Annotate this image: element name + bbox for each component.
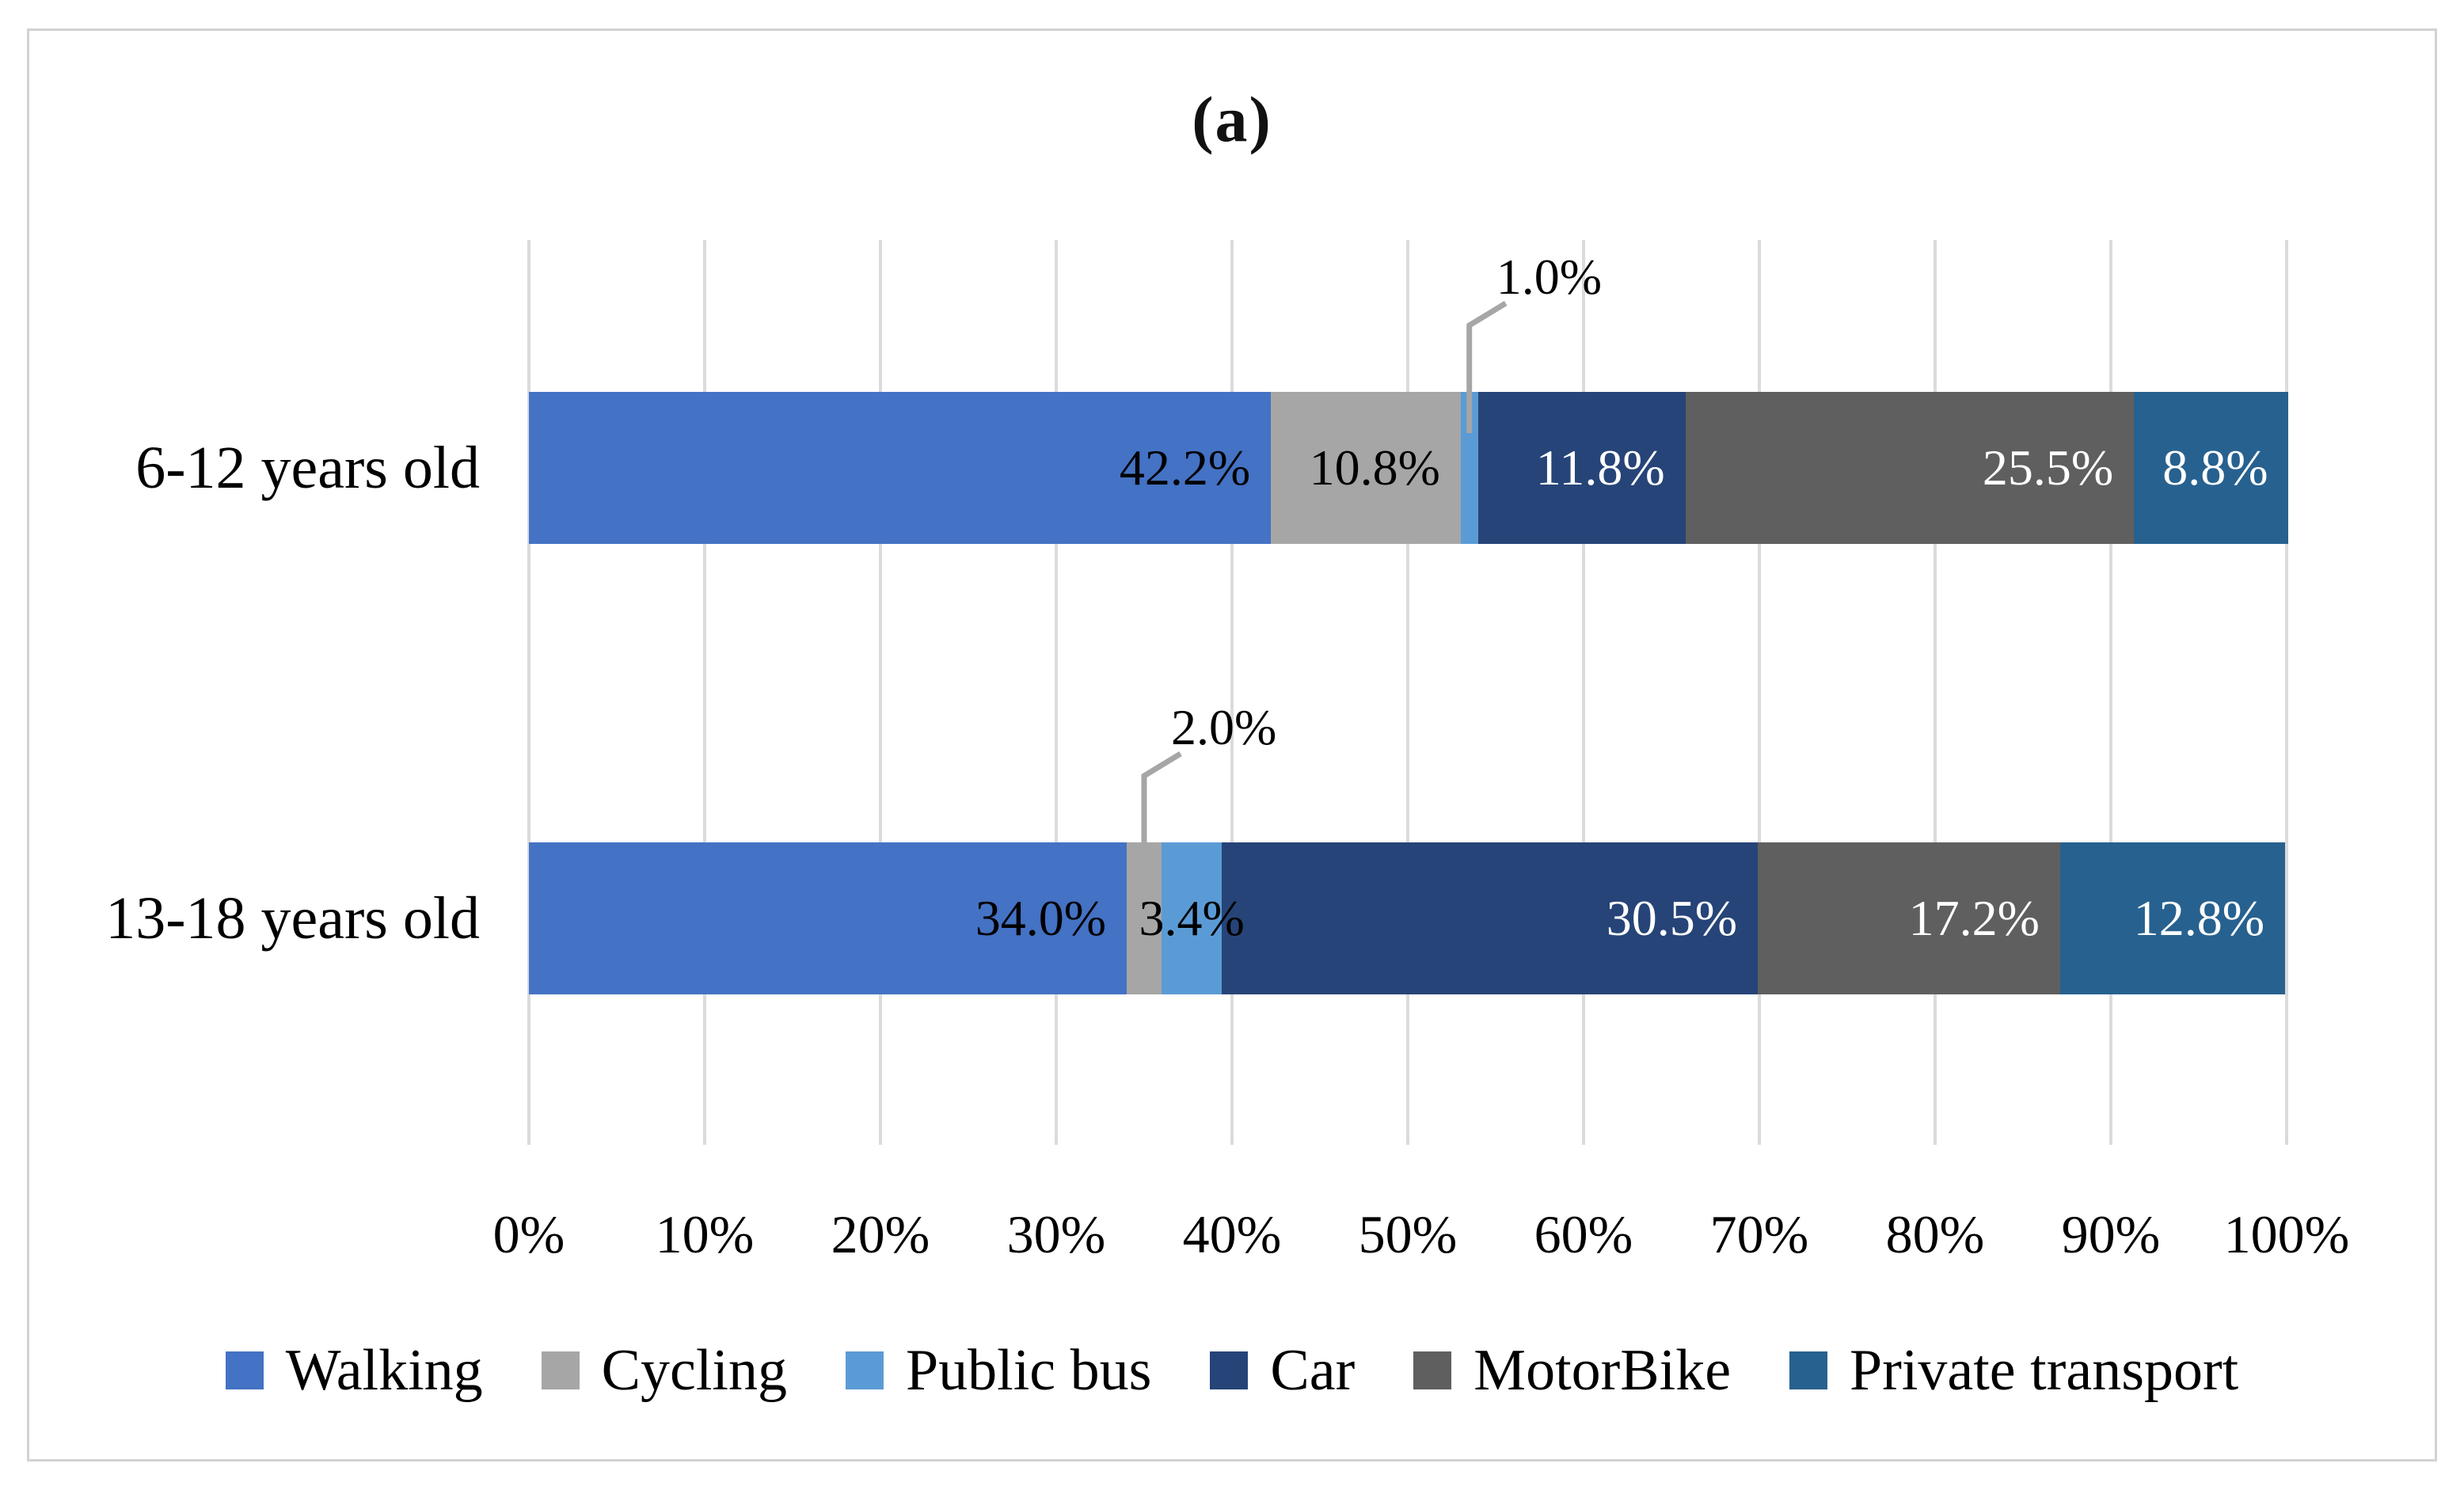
gridline [1406, 240, 1409, 1145]
legend-label: Private transport [1850, 1338, 2239, 1403]
bar-segment-private-transport [2059, 842, 2285, 994]
gridline [527, 240, 530, 1145]
bar-segment-walking [529, 392, 1271, 544]
data-label-walking: 42.2% [1119, 439, 1251, 496]
legend-item-walking: Walking [225, 1338, 483, 1403]
legend-swatch-car [1210, 1351, 1249, 1389]
legend-item-public-bus: Public bus [846, 1341, 1151, 1400]
legend-item-private-transport: Private transport [1789, 1341, 2238, 1400]
legend-swatch-public-bus [846, 1351, 884, 1389]
x-axis-tick: 100% [2223, 1204, 2350, 1264]
bar-segment-motorbike [1757, 842, 2060, 994]
data-label-cycling: 10.8% [1309, 439, 1440, 496]
x-axis-tick: 50% [1358, 1204, 1458, 1264]
bar-segment-private-transport [2133, 392, 2289, 544]
x-axis-tick: 0% [492, 1204, 565, 1264]
callout-label-cycling: 2.0% [1171, 699, 1277, 755]
x-axis-tick: 30% [1006, 1204, 1106, 1264]
legend-label: MotorBike [1473, 1338, 1732, 1403]
data-label-private-transport: 8.8% [2162, 439, 2268, 496]
bar-segment-car [1221, 842, 1758, 994]
legend-item-car: Car [1210, 1341, 1355, 1400]
chart-legend: Walking Cycling Public bus Car MotorBike Priv… [0, 1341, 2464, 1400]
gridline [1934, 240, 1937, 1145]
legend-label: Cycling [601, 1338, 787, 1403]
legend-swatch-cycling [541, 1351, 580, 1389]
data-label-public-bus: 3.4% [1139, 890, 1245, 946]
bar-segment-public-bus [1460, 392, 1478, 544]
category-label-13-18-years-old: 13-18 years old [105, 885, 480, 952]
x-axis-tick: 40% [1182, 1204, 1282, 1264]
gridline [2109, 240, 2112, 1145]
gridline [1582, 240, 1585, 1145]
x-axis-tick: 80% [1885, 1204, 1985, 1264]
x-axis-tick: 10% [655, 1204, 755, 1264]
data-label-private-transport: 12.8% [2133, 890, 2265, 946]
data-label-walking: 34.0% [975, 890, 1107, 946]
legend-item-motorbike: MotorBike [1413, 1341, 1731, 1400]
legend-item-cycling: Cycling [541, 1338, 787, 1403]
panel-label: (a) [1192, 83, 1272, 155]
x-axis-tick: 20% [831, 1204, 930, 1264]
bar-segment-motorbike [1685, 392, 2134, 544]
bar-segment-car [1477, 392, 1686, 544]
x-axis-tick: 70% [1709, 1204, 1809, 1264]
legend-swatch-walking [225, 1351, 264, 1389]
gridline [1230, 240, 1234, 1145]
data-label-car: 11.8% [1535, 439, 1665, 496]
x-axis-tick: 90% [2061, 1204, 2161, 1264]
legend-label: Public bus [906, 1338, 1152, 1403]
data-label-car: 30.5% [1606, 890, 1738, 946]
x-axis-tick: 60% [1534, 1204, 1633, 1264]
bar-segment-walking [529, 842, 1127, 994]
legend-label: Walking [285, 1338, 483, 1403]
bar-segment-cycling [1270, 392, 1461, 544]
gridline [1758, 240, 1761, 1145]
data-label-motorbike: 25.5% [1982, 439, 2114, 496]
data-label-motorbike: 17.2% [1908, 890, 2040, 946]
gridline [1055, 240, 1058, 1145]
gridline [879, 240, 882, 1145]
gridline [703, 240, 706, 1145]
legend-swatch-private-transport [1789, 1351, 1828, 1389]
legend-label: Car [1270, 1338, 1356, 1403]
legend-swatch-motorbike [1413, 1351, 1452, 1389]
callout-label-public-bus: 1.0% [1496, 249, 1602, 305]
category-label-6-12-years-old: 6-12 years old [135, 435, 480, 501]
gridline [2285, 240, 2288, 1145]
